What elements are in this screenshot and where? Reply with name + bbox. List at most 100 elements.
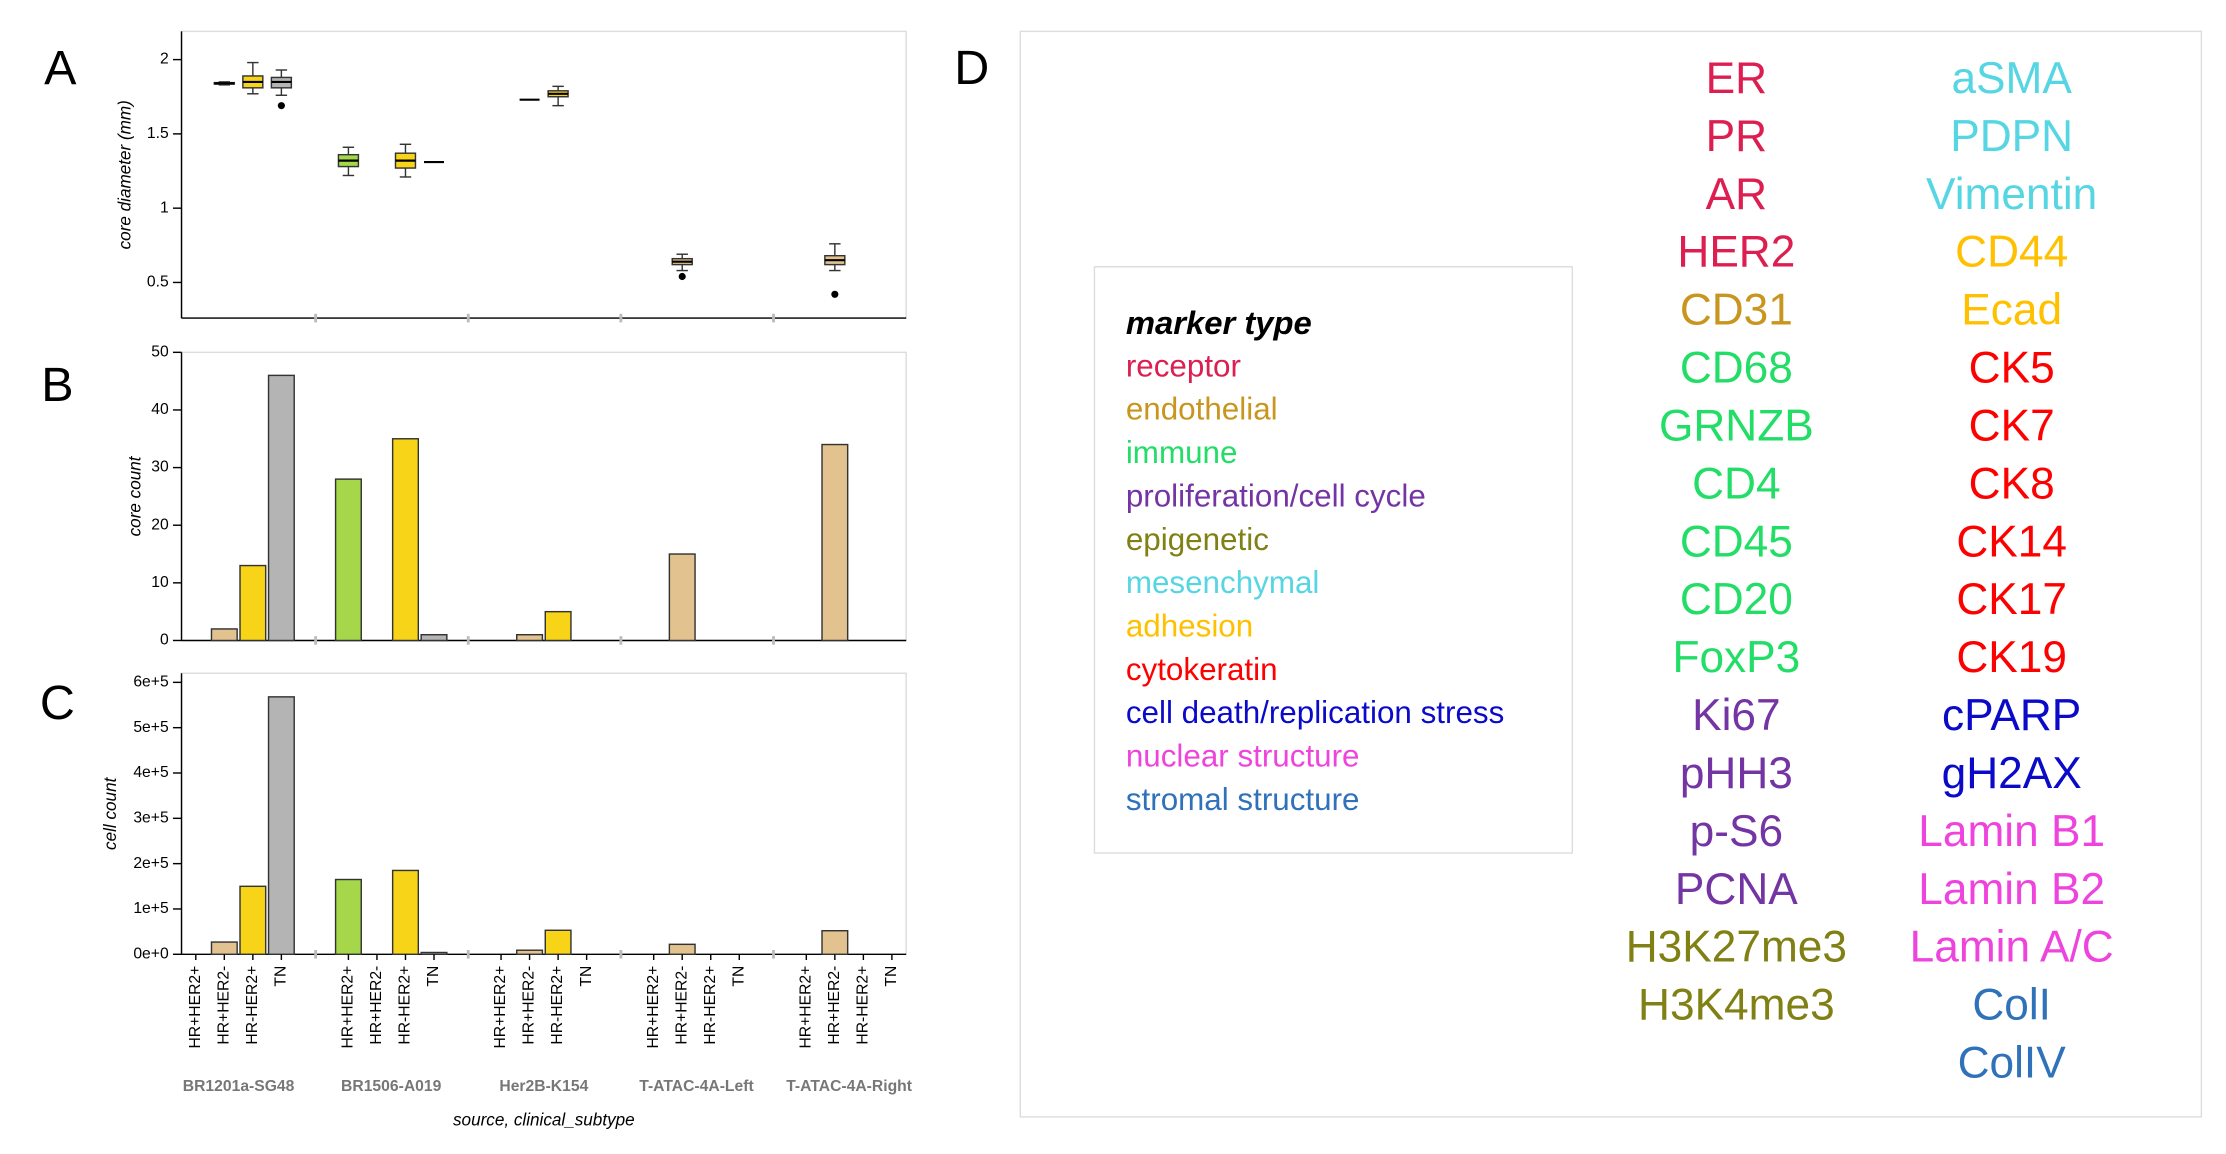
- marker-name: H3K27me3: [1626, 923, 1847, 972]
- y-tick-label: 10: [151, 574, 169, 591]
- legend-item: stromal structure: [1126, 782, 1360, 817]
- y-tick-label: 4e+5: [133, 764, 169, 781]
- y-tick-label: 3e+5: [133, 809, 169, 826]
- legend-item: immune: [1126, 435, 1238, 470]
- legend-item: cytokeratin: [1126, 652, 1278, 687]
- group-label: T-ATAC-4A-Left: [639, 1078, 754, 1095]
- panel-d-frame: [1019, 30, 2203, 1118]
- legend-item: adhesion: [1126, 609, 1253, 644]
- x-tick-label: HR-HER2+: [702, 966, 719, 1045]
- legend-item: nuclear structure: [1126, 739, 1360, 774]
- legend-frame: [1093, 266, 1574, 854]
- marker-name: cPARP: [1942, 691, 2081, 740]
- legend-item: proliferation/cell cycle: [1126, 478, 1426, 513]
- marker-name: CD31: [1680, 286, 1793, 335]
- marker-name: HER2: [1677, 228, 1795, 277]
- y-tick-label: 0: [160, 632, 169, 649]
- x-tick-label: HR+HER2-: [521, 966, 538, 1045]
- marker-name: CD45: [1680, 517, 1793, 566]
- x-tick-label: TN: [883, 966, 900, 987]
- marker-name: Ki67: [1692, 691, 1781, 740]
- x-tick-label: HR+HER2+: [797, 966, 814, 1049]
- marker-name: CK19: [1956, 633, 2067, 682]
- legend-item: epigenetic: [1126, 522, 1269, 557]
- x-tick-label: HR+HER2-: [368, 966, 385, 1045]
- marker-name: gH2AX: [1942, 749, 2082, 798]
- y-tick-label: 2e+5: [133, 855, 169, 872]
- x-tick-label: HR-HER2+: [549, 966, 566, 1045]
- marker-name: ER: [1706, 54, 1767, 103]
- bar: [391, 869, 420, 956]
- marker-name: CD4: [1692, 459, 1780, 508]
- outlier: [277, 102, 285, 110]
- bar: [420, 951, 448, 956]
- marker-name: CK7: [1969, 401, 2055, 450]
- x-tick-label: HR+HER2+: [340, 966, 357, 1049]
- marker-name: PDPN: [1950, 112, 2073, 161]
- legend-item: cell death/replication stress: [1126, 695, 1504, 730]
- bar: [239, 885, 267, 956]
- legend-item: receptor: [1126, 348, 1241, 383]
- x-tick-label: HR-HER2+: [397, 966, 414, 1045]
- marker-name: aSMA: [1951, 54, 2072, 103]
- x-tick-label: TN: [273, 966, 290, 987]
- y-tick-label: 6e+5: [133, 673, 169, 690]
- panel-label: B: [41, 358, 73, 412]
- y-tick-label: 2: [160, 51, 169, 68]
- y-tick-label: 1e+5: [133, 900, 169, 917]
- y-tick-label: 0.5: [147, 274, 169, 291]
- group-label: BR1506-A019: [341, 1078, 442, 1095]
- group-label: T-ATAC-4A-Right: [786, 1078, 913, 1095]
- marker-name: p-S6: [1690, 807, 1783, 856]
- bar: [334, 478, 362, 642]
- marker-name: GRNZB: [1659, 401, 1814, 450]
- x-tick-label: TN: [578, 966, 595, 987]
- y-tick-label: 0e+0: [133, 945, 169, 962]
- bar: [334, 878, 362, 956]
- marker-name: CK8: [1969, 459, 2055, 508]
- y-tick-label: 50: [151, 343, 169, 360]
- x-tick-label: TN: [730, 966, 747, 987]
- x-axis-label: source, clinical_subtype: [453, 1111, 635, 1130]
- bar: [267, 696, 295, 956]
- bar: [239, 564, 267, 642]
- marker-name: AR: [1706, 170, 1767, 219]
- panel-label: A: [44, 41, 77, 95]
- x-tick-label: HR+HER2+: [645, 966, 662, 1049]
- marker-name: FoxP3: [1672, 633, 1800, 682]
- y-axis-label: core diameter (mm): [115, 100, 134, 249]
- x-tick-label: HR+HER2-: [673, 966, 690, 1045]
- bar: [668, 943, 696, 956]
- legend-item: endothelial: [1126, 392, 1278, 427]
- bar: [210, 941, 238, 956]
- marker-name: CK5: [1969, 344, 2055, 393]
- marker-name: CK17: [1956, 575, 2067, 624]
- marker-name: Lamin A/C: [1910, 923, 2114, 972]
- marker-name: Ecad: [1961, 286, 2062, 335]
- y-axis-label: core count: [125, 455, 144, 536]
- x-tick-label: HR+HER2-: [826, 966, 843, 1045]
- panel-label: C: [40, 676, 75, 730]
- bar: [516, 949, 544, 956]
- group-label: Her2B-K154: [499, 1078, 588, 1095]
- bar: [544, 610, 572, 642]
- bar: [544, 929, 572, 956]
- legend-item: mesenchymal: [1126, 565, 1320, 600]
- x-tick-label: HR-HER2+: [855, 966, 872, 1045]
- legend-title: marker type: [1126, 304, 1312, 341]
- outlier: [831, 290, 839, 298]
- y-tick-label: 5e+5: [133, 719, 169, 736]
- bar: [420, 634, 448, 642]
- marker-name: ColI: [1972, 981, 2051, 1030]
- y-tick-label: 20: [151, 516, 169, 533]
- y-tick-label: 30: [151, 459, 169, 476]
- bar: [210, 628, 238, 642]
- y-tick-label: 40: [151, 401, 169, 418]
- y-axis-label: cell count: [101, 776, 120, 850]
- outlier: [678, 272, 686, 281]
- marker-name: CD20: [1680, 575, 1793, 624]
- x-tick-label: HR+HER2+: [187, 966, 204, 1049]
- x-tick-label: HR+HER2-: [215, 966, 232, 1045]
